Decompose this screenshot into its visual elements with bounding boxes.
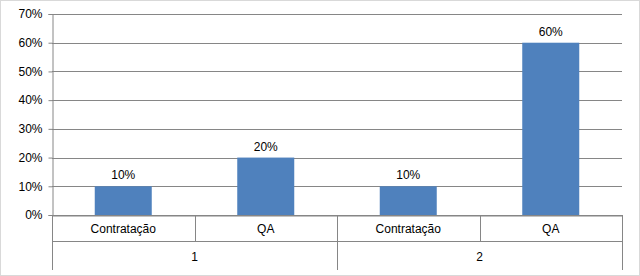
x-tick: QA [257,216,274,237]
chart-frame [1,1,640,276]
bar [380,186,437,215]
x-tick-label: Contratação [91,222,157,236]
data-label: 10% [396,168,420,182]
y-tick: 40% [18,93,52,107]
x-tick: QA [542,216,559,237]
y-tick-label: 20% [18,151,42,165]
y-tick-label: 70% [18,7,42,21]
y-tick-mark [49,100,53,101]
data-labels: 10% 20% 10% 60% [111,25,563,183]
category-separator [195,215,196,241]
y-tick-label: 60% [18,36,42,50]
group-separator [622,215,623,270]
y-axis: 0% 10% 20% 30% 40% 50% 60% 70% [18,7,53,222]
y-tick-mark [49,215,53,216]
y-tick: 10% [18,180,52,194]
data-label: 60% [539,25,563,39]
y-tick-label: 10% [18,180,42,194]
y-tick: 70% [18,7,52,21]
y-tick-label: 50% [18,65,42,79]
y-tick-mark [49,14,53,15]
bar [237,158,294,215]
y-axis-line [49,15,54,216]
y-tick-label: 30% [18,122,42,136]
y-tick: 60% [18,36,52,50]
y-tick-label: 0% [25,208,43,222]
y-tick: 50% [18,65,52,79]
group-divider [52,241,622,242]
group-separator [337,215,338,270]
x-tick-label: QA [257,222,274,236]
group-label: 2 [476,250,483,264]
bars [95,43,580,215]
y-tick: 30% [18,122,52,136]
data-label: 10% [111,168,135,182]
group-labels: 12 [191,250,483,264]
x-tick: Contratação [91,216,157,237]
y-tick-mark [49,158,53,159]
grid-line [52,14,622,15]
y-tick-mark [49,129,53,130]
category-separators [53,215,623,270]
y-tick-label: 40% [18,93,42,107]
group-label: 1 [191,250,198,264]
y-tick-mark [49,43,53,44]
bar [522,43,579,215]
bar [95,186,152,215]
y-tick-mark [49,71,53,72]
category-separator [480,215,481,241]
group-separator [52,215,53,270]
y-tick: 20% [18,151,52,165]
y-tick: 0% [25,208,52,222]
x-tick-label: QA [542,222,559,236]
x-tick: Contratação [376,216,442,237]
grid [52,15,622,216]
data-label: 20% [254,140,278,154]
y-tick-mark [49,186,53,187]
x-tick-label: Contratação [376,222,442,236]
chart: 0% 10% 20% 30% 40% 50% 60% 70% 10% 20% 10% 60% Contr… [0,0,640,276]
